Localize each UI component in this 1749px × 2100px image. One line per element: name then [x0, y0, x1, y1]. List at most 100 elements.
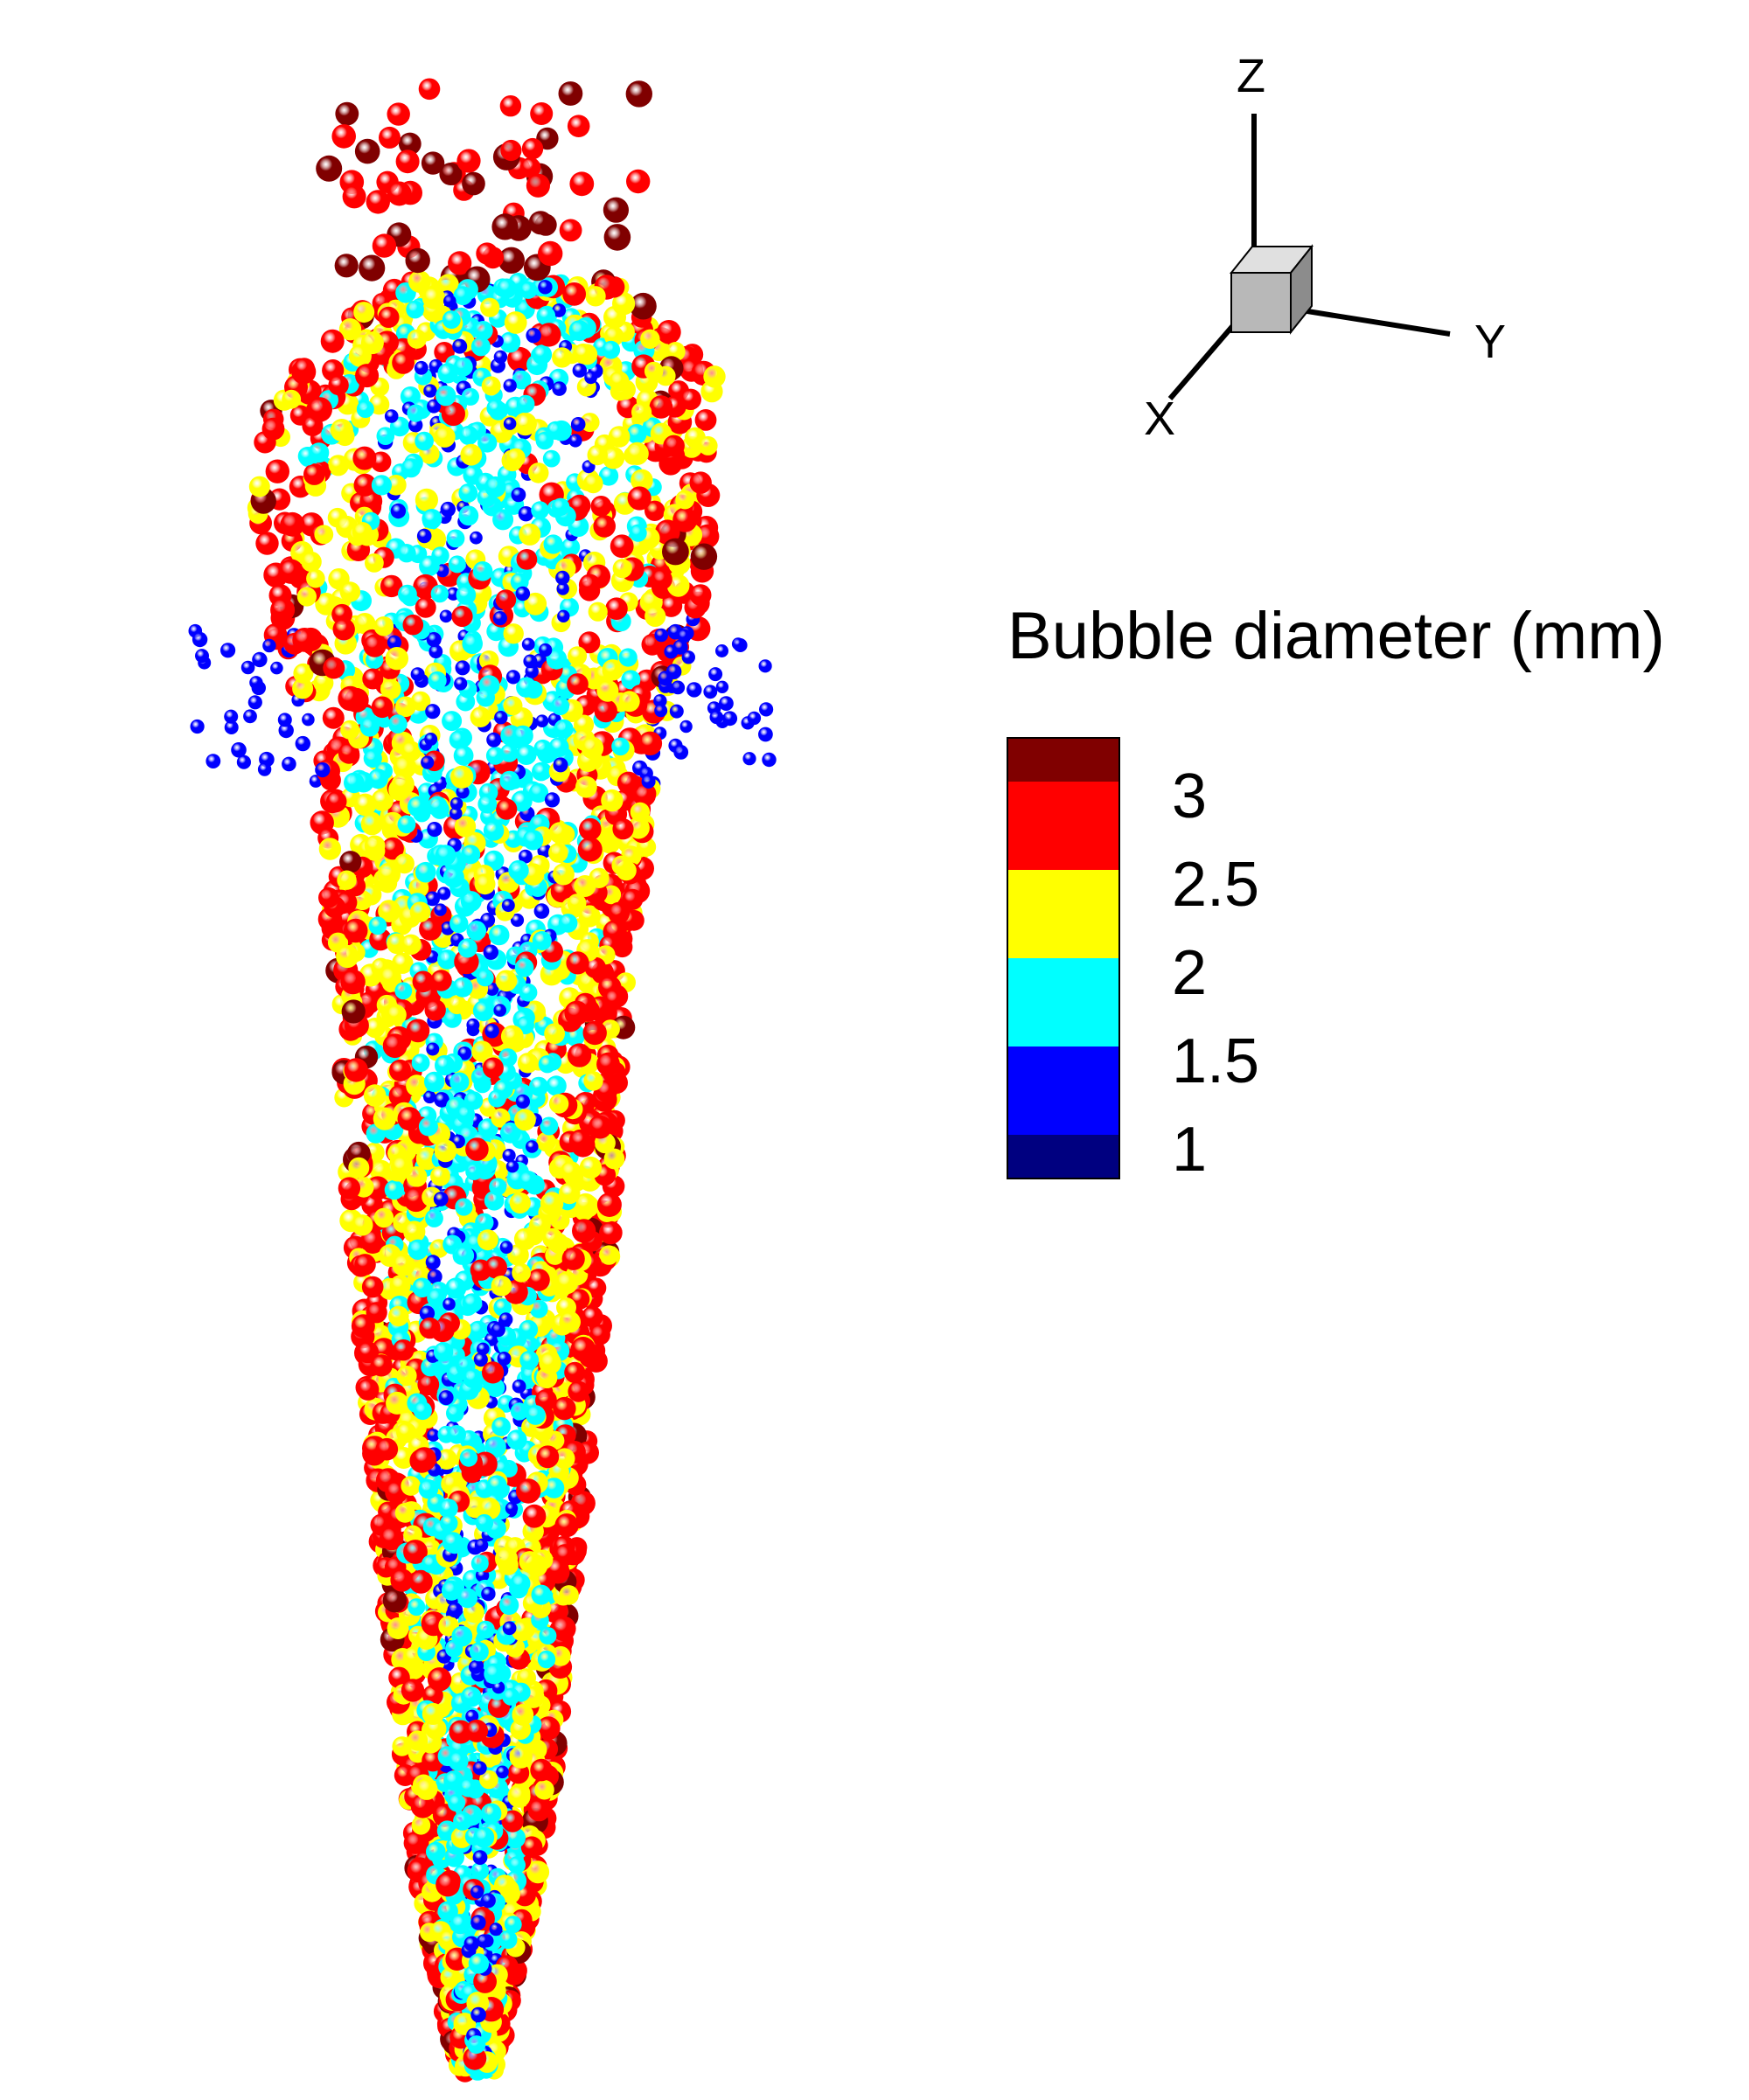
bubble: [689, 471, 712, 494]
bubble: [434, 1092, 449, 1108]
bubble: [224, 709, 239, 724]
bubble: [572, 363, 587, 378]
bubble: [433, 1192, 449, 1206]
x-axis-line: [1167, 322, 1237, 400]
bubble: [447, 1425, 466, 1444]
bubble: [338, 685, 363, 712]
bubble: [491, 213, 519, 240]
bubble: [419, 917, 442, 941]
bubble: [338, 742, 360, 764]
bubble: [574, 1193, 597, 1216]
bubble: [491, 1108, 511, 1128]
bubble: [425, 704, 441, 720]
bubble: [573, 343, 594, 365]
bubble: [318, 838, 342, 860]
bubble: [611, 737, 630, 756]
bubble: [447, 1794, 466, 1812]
bubble: [548, 737, 569, 758]
bubble: [499, 744, 519, 762]
bubble: [449, 1914, 470, 1935]
bubble: [390, 503, 407, 519]
bubble: [602, 446, 625, 469]
bubble: [493, 1298, 512, 1317]
bubble: [539, 643, 553, 657]
bubble: [449, 730, 469, 750]
bubble: [424, 1071, 445, 1093]
bubble: [477, 1342, 490, 1356]
bubble: [708, 667, 723, 682]
bubble: [548, 822, 571, 844]
bubble: [542, 449, 561, 468]
bubble: [453, 745, 474, 766]
bubble: [503, 623, 524, 644]
bubble: [627, 817, 650, 839]
bubble: [344, 772, 365, 794]
bubble: [434, 426, 456, 448]
bubble: [478, 650, 499, 671]
bubble: [192, 631, 208, 648]
bubble: [295, 735, 310, 752]
bubble: [544, 1023, 565, 1045]
bubble: [466, 1992, 490, 2014]
bubble: [526, 1860, 550, 1884]
bubble: [415, 488, 438, 511]
bubble: [553, 1396, 576, 1421]
bubble: [526, 173, 551, 198]
bubble: [558, 81, 583, 106]
bubble: [325, 791, 347, 812]
bubble: [567, 673, 589, 695]
bubble: [436, 1449, 457, 1470]
bubble: [427, 399, 442, 414]
bubble: [470, 531, 483, 545]
bubble: [389, 1059, 411, 1081]
bubble: [261, 417, 285, 441]
bubble: [510, 1573, 531, 1594]
bubble: [352, 1214, 373, 1236]
bubble: [599, 1220, 623, 1245]
bubble: [393, 1447, 415, 1469]
bubble: [758, 659, 772, 673]
bubble: [498, 247, 525, 274]
bubble: [480, 297, 500, 317]
bubble: [446, 1404, 464, 1422]
colorbar-tick-2-5: 2.5: [1172, 850, 1260, 920]
bubble: [491, 1416, 511, 1436]
bubble: [398, 132, 422, 156]
bubble: [309, 442, 330, 463]
bubble: [715, 644, 728, 657]
bubble: [568, 1380, 589, 1402]
bubble: [377, 862, 401, 887]
bubble: [526, 1140, 539, 1153]
bubble: [519, 1319, 539, 1339]
bubble-plume: [188, 78, 777, 2083]
bubble: [454, 677, 468, 691]
bubble: [537, 323, 561, 347]
bubble: [543, 1478, 565, 1499]
bubble: [447, 995, 467, 1015]
bubble: [612, 559, 632, 579]
triad-x-label: X: [1144, 393, 1176, 445]
bubble: [397, 1107, 422, 1131]
bubble: [544, 792, 561, 808]
bubble: [567, 115, 590, 137]
bubble: [293, 358, 316, 379]
bubble: [489, 1923, 503, 1937]
bubble: [618, 691, 640, 713]
bubble: [462, 1293, 483, 1313]
bubble: [530, 1758, 553, 1782]
bubble: [415, 596, 436, 618]
bubble: [410, 667, 425, 682]
bubble: [375, 1437, 399, 1461]
bubble: [527, 1269, 550, 1291]
bubble: [476, 969, 494, 987]
bubble: [366, 190, 390, 214]
bubble: [424, 999, 446, 1021]
colorbar-band-5: [1007, 1135, 1119, 1179]
bubble: [505, 1502, 519, 1515]
bubble: [540, 1116, 559, 1136]
bubble: [393, 755, 416, 779]
bubble: [631, 469, 653, 492]
bubble: [552, 863, 575, 886]
bubble: [669, 704, 684, 719]
bubble: [413, 1401, 432, 1421]
